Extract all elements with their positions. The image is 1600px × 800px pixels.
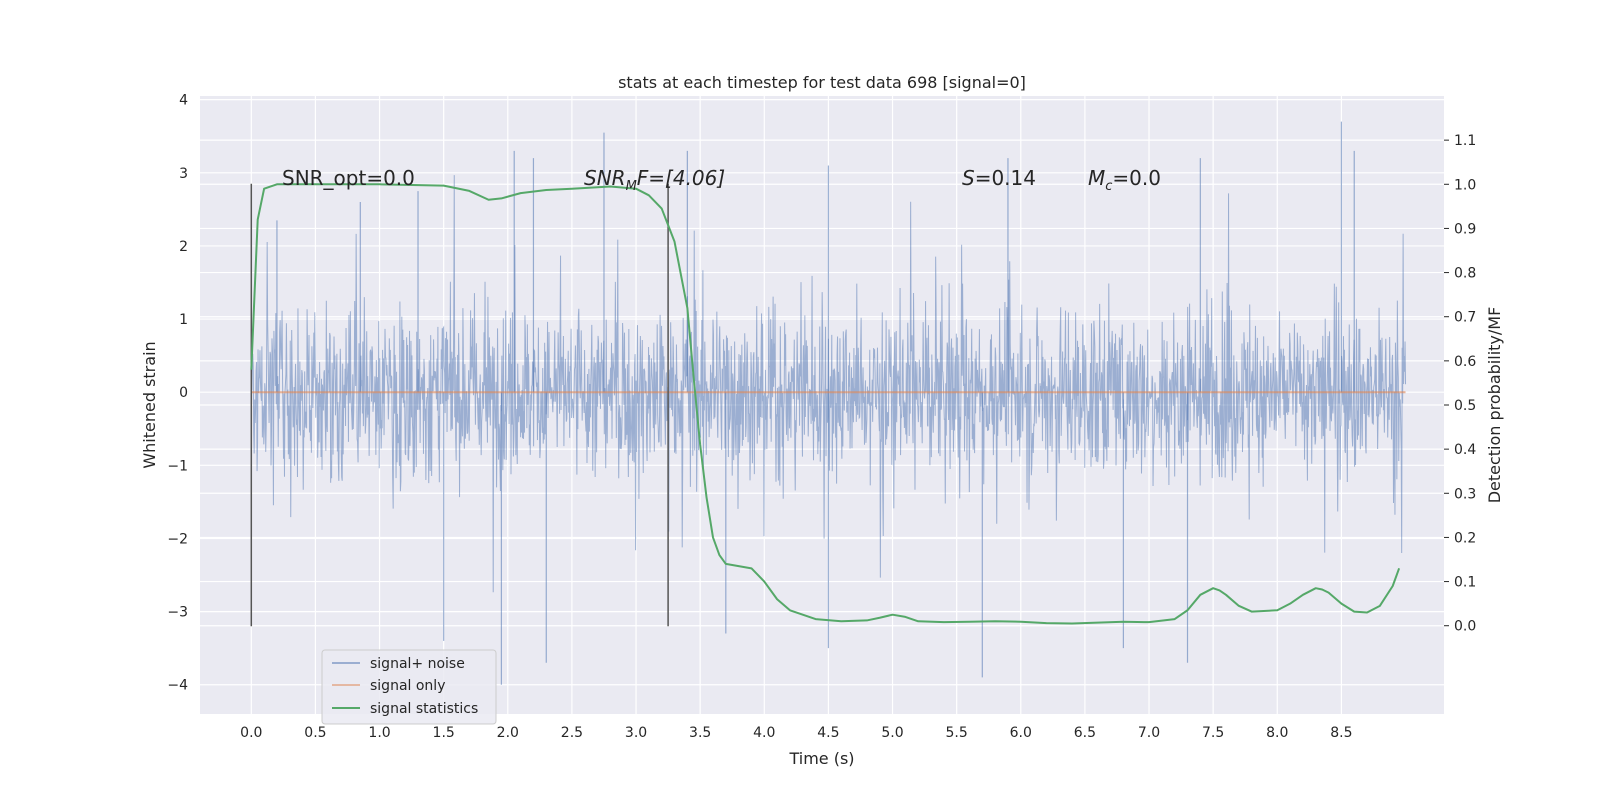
x-tick-label: 8.0 bbox=[1266, 725, 1288, 741]
legend-box bbox=[321, 649, 497, 725]
x-tick-label: 5.0 bbox=[881, 725, 903, 741]
annotation-mc-sub: c bbox=[1105, 179, 1112, 194]
legend-label-signal-statistics: signal statistics bbox=[370, 701, 478, 717]
x-tick-label: 4.5 bbox=[817, 725, 839, 741]
y-right-tick-label: 0.9 bbox=[1454, 221, 1476, 237]
x-tick-label: 5.5 bbox=[946, 725, 968, 741]
x-tick-label: 2.5 bbox=[561, 725, 583, 741]
y-right-tick-label: 0.7 bbox=[1454, 310, 1476, 326]
y-right-tick-label: 0.1 bbox=[1454, 575, 1476, 591]
x-tick-label: 3.0 bbox=[625, 725, 647, 741]
y-right-tick-label: 0.0 bbox=[1454, 619, 1476, 635]
x-tick-label: 7.0 bbox=[1138, 725, 1160, 741]
marker-lines bbox=[250, 183, 669, 627]
annotation-s-val: =0.14 bbox=[975, 166, 1036, 190]
annotation-snr-mf-base: SNR bbox=[584, 166, 626, 190]
y-right-tick-label: 1.0 bbox=[1454, 177, 1476, 193]
annotation-snr-mf-tail: F=[4.06] bbox=[637, 166, 725, 190]
annotation-snr-opt: SNR_opt=0.0 bbox=[282, 166, 415, 190]
y-tick-label: −2 bbox=[167, 531, 188, 547]
annotation-s: S=0.14 bbox=[962, 166, 1036, 190]
y-tick-label: 1 bbox=[179, 312, 188, 328]
x-tick-label: 1.0 bbox=[368, 725, 390, 741]
legend-label-signal-only: signal only bbox=[370, 678, 445, 694]
annotation-s-var: S bbox=[962, 166, 975, 190]
legend-label-signal-plus-noise: signal+ noise bbox=[370, 656, 465, 672]
x-tick-label: 6.5 bbox=[1074, 725, 1096, 741]
annotation-snr-mf: SNRMF=[4.06] bbox=[584, 166, 725, 194]
annotation-mc: Mc=0.0 bbox=[1088, 166, 1161, 194]
y-right-tick-label: 0.3 bbox=[1454, 486, 1476, 502]
y-right-tick-label: 0.6 bbox=[1454, 354, 1476, 370]
x-tick-label: 2.0 bbox=[497, 725, 519, 741]
y-right-tick-label: 0.5 bbox=[1454, 398, 1476, 414]
x-tick-label: 0.0 bbox=[240, 725, 262, 741]
x-tick-label: 4.0 bbox=[753, 725, 775, 741]
legend: signal+ noise signal only signal statist… bbox=[321, 649, 497, 725]
annotation-mc-val: =0.0 bbox=[1112, 166, 1161, 190]
y-tick-label: −3 bbox=[167, 605, 188, 621]
y-right-tick-label: 0.2 bbox=[1454, 530, 1476, 546]
y-right-tick-label: 1.1 bbox=[1454, 133, 1476, 149]
x-tick-label: 6.0 bbox=[1010, 725, 1032, 741]
y-right-tick-label: 0.8 bbox=[1454, 266, 1476, 282]
annotation-mc-var: M bbox=[1088, 166, 1105, 190]
y-tick-label: 2 bbox=[179, 239, 188, 255]
series-signal-plus-noise bbox=[250, 121, 1407, 685]
y-tick-label: 4 bbox=[179, 93, 188, 109]
series-signal-statistics bbox=[250, 183, 1401, 625]
y-tick-label: 0 bbox=[179, 385, 188, 401]
tick-labels: 0.0 0.5 1.0 1.5 2.0 2.5 3.0 3.5 4.0 4.5 5.0 5.5 6.0 6… bbox=[167, 93, 1476, 741]
chart-title: stats at each timestep for test data 698… bbox=[618, 73, 1026, 92]
x-tick-label: 7.5 bbox=[1202, 725, 1224, 741]
x-tick-label: 3.5 bbox=[689, 725, 711, 741]
statistics-curve bbox=[250, 183, 1401, 625]
x-tick-label: 0.5 bbox=[304, 725, 326, 741]
y-tick-label: −4 bbox=[167, 678, 188, 694]
annotation-snr-mf-sub: M bbox=[626, 179, 637, 194]
y-axis-right-label: Detection probability/MF bbox=[1485, 307, 1504, 504]
x-axis-label: Time (s) bbox=[788, 749, 854, 768]
y-right-tick-label: 0.4 bbox=[1454, 442, 1476, 458]
y-tick-label: −1 bbox=[167, 458, 188, 474]
x-tick-label: 1.5 bbox=[433, 725, 455, 741]
y-tick-label: 3 bbox=[179, 166, 188, 182]
x-tick-label: 8.5 bbox=[1330, 725, 1352, 741]
y-axis-label: Whitened strain bbox=[140, 341, 159, 468]
